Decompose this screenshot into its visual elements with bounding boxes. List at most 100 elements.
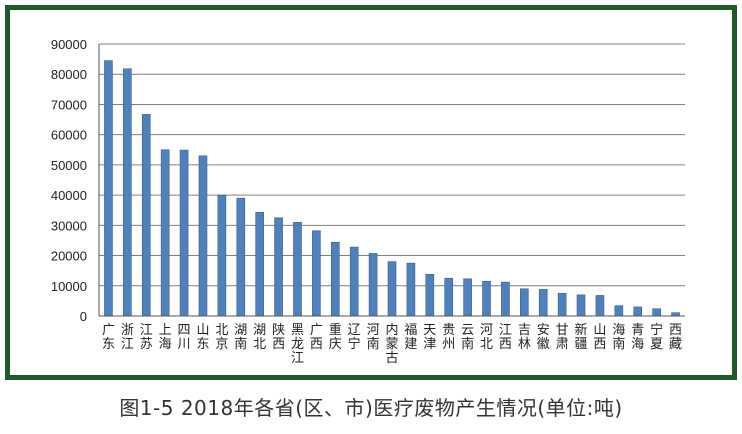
x-tick-char: 藏 [669, 337, 682, 352]
x-tick-label: 浙江 [121, 323, 134, 352]
x-tick-label: 上海 [159, 323, 172, 352]
x-tick-char: 南 [461, 336, 474, 352]
bar-series [104, 60, 680, 317]
x-tick-label: 湖南 [234, 323, 247, 352]
x-tick-char: 徽 [537, 337, 550, 352]
bar [330, 241, 340, 317]
x-tick-char: 北 [480, 337, 493, 352]
bar [293, 222, 302, 317]
x-tick-char: 苏 [140, 336, 153, 352]
x-tick-char: 甘 [556, 323, 569, 338]
x-tick-label: 江苏 [140, 323, 153, 352]
y-tick-label: 0 [80, 309, 87, 324]
bar [160, 149, 170, 317]
x-tick-char: 夏 [650, 337, 663, 352]
x-tick-label: 安徽 [537, 323, 550, 352]
bar [614, 305, 624, 317]
x-tick-label: 山西 [593, 323, 606, 352]
bar [595, 295, 605, 317]
x-tick-char: 江 [121, 337, 134, 352]
bar [274, 217, 283, 317]
x-tick-label: 青海 [631, 323, 644, 352]
x-tick-char: 海 [631, 337, 644, 352]
bar [425, 273, 435, 317]
x-tick-char: 江 [140, 323, 153, 338]
x-tick-char: 州 [442, 337, 455, 352]
x-tick-char: 新 [575, 322, 588, 338]
x-tick-label: 山东 [196, 323, 209, 352]
x-tick-label: 贵州 [442, 323, 455, 352]
x-tick-char: 青 [631, 323, 644, 338]
x-tick-char: 西 [310, 337, 323, 352]
bar [312, 230, 321, 317]
x-tick-char: 西 [669, 323, 682, 338]
x-tick-char: 古 [385, 351, 398, 366]
bar [104, 60, 113, 317]
bar [520, 288, 529, 317]
x-tick-char: 山 [593, 323, 606, 338]
x-tick-char: 湖 [234, 323, 247, 338]
bar [179, 149, 189, 317]
x-tick-char: 肃 [556, 337, 569, 352]
x-tick-char: 林 [518, 337, 531, 352]
bar [217, 194, 227, 317]
y-tick-label: 10000 [51, 279, 87, 294]
x-tick-char: 天 [423, 323, 436, 338]
x-tick-label: 云南 [461, 323, 474, 352]
x-tick-char: 辽 [348, 323, 361, 338]
x-tick-label: 辽宁 [348, 323, 361, 352]
x-tick-char: 黑 [291, 323, 304, 338]
x-tick-char: 宁 [348, 336, 361, 352]
x-tick-char: 南 [234, 336, 247, 352]
gridlines [99, 43, 685, 287]
x-tick-char: 重 [329, 322, 342, 338]
bar [652, 308, 661, 317]
bar [255, 212, 264, 317]
bar [123, 68, 132, 317]
x-tick-char: 内 [385, 322, 398, 338]
x-tick-char: 西 [272, 337, 285, 352]
x-tick-char: 建 [404, 337, 417, 352]
x-tick-char: 陕 [272, 323, 285, 338]
x-tick-label: 甘肃 [556, 323, 569, 352]
x-tick-label: 河北 [480, 323, 493, 352]
x-tick-labels: 广东浙江江苏上海四川山东北京湖南湖北陕西黑龙江广西重庆辽宁河南内蒙古福建天津贵州… [102, 322, 682, 366]
x-tick-char: 吉 [518, 323, 531, 338]
y-tick-label: 60000 [51, 128, 87, 143]
x-tick-char: 津 [423, 337, 436, 352]
y-tick-label: 70000 [51, 97, 87, 112]
bar [368, 253, 378, 317]
x-tick-char: 东 [102, 337, 115, 352]
bar [444, 277, 454, 317]
x-tick-label: 湖北 [253, 323, 266, 352]
bar [406, 262, 416, 317]
y-tick-label: 90000 [51, 37, 87, 52]
x-tick-label: 宁夏 [650, 322, 663, 352]
y-tick-label: 50000 [51, 158, 87, 173]
x-tick-char: 河 [367, 323, 380, 338]
x-tick-char: 上 [159, 323, 172, 338]
x-tick-label: 广西 [310, 323, 323, 352]
x-tick-char: 龙 [291, 337, 304, 352]
x-tick-label: 天津 [423, 323, 436, 352]
bar [387, 261, 397, 317]
x-tick-char: 西 [499, 337, 512, 352]
y-tick-label: 30000 [51, 218, 87, 233]
x-tick-label: 黑龙江 [291, 323, 304, 366]
x-tick-char: 海 [612, 323, 625, 338]
x-tick-label: 内蒙古 [385, 322, 398, 366]
bar [482, 280, 491, 317]
x-tick-char: 南 [367, 336, 380, 352]
x-tick-char: 浙 [121, 323, 134, 338]
y-tick-label: 80000 [51, 67, 87, 82]
x-tick-char: 云 [461, 323, 474, 338]
x-tick-char: 海 [159, 337, 172, 352]
x-tick-char: 北 [253, 337, 266, 352]
y-tick-label: 20000 [51, 249, 87, 264]
x-tick-label: 西藏 [669, 323, 682, 352]
bar [538, 289, 548, 317]
bar [557, 293, 567, 317]
x-tick-char: 贵 [442, 323, 455, 338]
x-tick-char: 宁 [650, 322, 663, 338]
x-tick-char: 河 [480, 323, 493, 338]
